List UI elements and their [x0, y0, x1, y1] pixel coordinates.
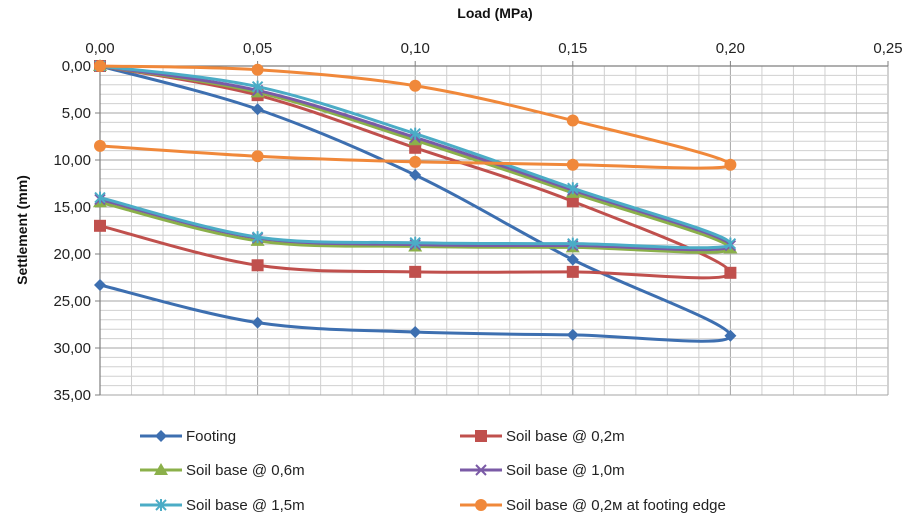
series-5 [94, 60, 737, 171]
data-point [724, 158, 737, 171]
y-tick-label: 20,00 [53, 246, 91, 263]
data-point [94, 279, 106, 292]
x-tick-label: 0,05 [243, 40, 272, 57]
x-tick-label: 0,00 [85, 40, 114, 57]
data-point [251, 63, 264, 76]
data-point [567, 182, 579, 195]
data-point [251, 103, 264, 116]
data-point [409, 155, 422, 168]
y-tick-label: 15,00 [53, 199, 91, 216]
data-point [251, 259, 264, 272]
data-point [251, 150, 264, 163]
data-point [566, 158, 579, 171]
data-point [724, 266, 737, 279]
y-tick-label: 35,00 [53, 387, 91, 404]
legend-swatch-marker [475, 430, 487, 442]
data-point [409, 127, 421, 140]
x-axis-title: Load (MPa) [457, 5, 532, 21]
data-point [566, 195, 579, 208]
y-tick-label: 0,00 [62, 58, 91, 75]
legend-swatch-marker [475, 499, 487, 511]
data-point [94, 139, 106, 152]
legend-item: Soil base @ 1,5m [140, 497, 305, 514]
data-point [567, 237, 579, 250]
data-point [251, 231, 264, 244]
plot-area [93, 59, 738, 343]
y-tick-label: 30,00 [53, 340, 91, 357]
legend-item: Soil base @ 1,0m [460, 462, 625, 479]
x-tick-label: 0,20 [716, 40, 745, 57]
data-point [94, 219, 106, 232]
data-point [409, 265, 422, 278]
data-point [724, 329, 737, 342]
legend-item: Soil base @ 0,2м at footing edge [460, 497, 726, 514]
legend-label: Footing [186, 428, 236, 445]
x-tick-label: 0,25 [873, 40, 902, 57]
legend-swatch-marker [154, 463, 168, 475]
x-tick-label: 0,15 [558, 40, 587, 57]
data-point [409, 236, 421, 249]
legend: Footing Soil base @ 0,2m Soil base @ 0,6m S… [140, 428, 726, 514]
y-tick-label: 5,00 [62, 105, 91, 122]
legend-swatch-marker [475, 464, 487, 476]
legend-label: Soil base @ 0,2m [506, 428, 625, 445]
legend-label: Soil base @ 1,0m [506, 462, 625, 479]
y-axis-title: Settlement (mm) [14, 175, 30, 285]
legend-item: Footing [140, 428, 236, 445]
y-tick-label: 25,00 [53, 293, 91, 310]
data-point [94, 191, 106, 204]
legend-item: Soil base @ 0,6m [140, 462, 305, 479]
data-point [566, 253, 579, 266]
data-point [566, 328, 579, 341]
data-point [94, 60, 106, 72]
data-point [409, 326, 422, 339]
grid [99, 65, 889, 396]
series-4 [94, 60, 737, 250]
legend-label: Soil base @ 1,5m [186, 497, 305, 514]
axes: 0,00 0,05 0,10 0,15 0,20 0,25 0,00 5,00 10,00 15,… [53, 40, 902, 404]
legend-item: Soil base @ 0,2m [460, 428, 625, 445]
data-point [566, 265, 579, 278]
data-point [251, 80, 264, 93]
legend-label: Soil base @ 0,6m [186, 462, 305, 479]
data-point [566, 114, 579, 127]
legend-label: Soil base @ 0,2м at footing edge [506, 497, 726, 514]
data-point [724, 237, 737, 250]
legend-swatch-marker [155, 430, 167, 442]
data-point [251, 316, 264, 329]
x-tick-label: 0,10 [401, 40, 430, 57]
data-point [409, 169, 422, 182]
y-tick-label: 10,00 [53, 152, 91, 169]
data-point [409, 79, 422, 92]
legend-swatch-marker [155, 499, 167, 511]
